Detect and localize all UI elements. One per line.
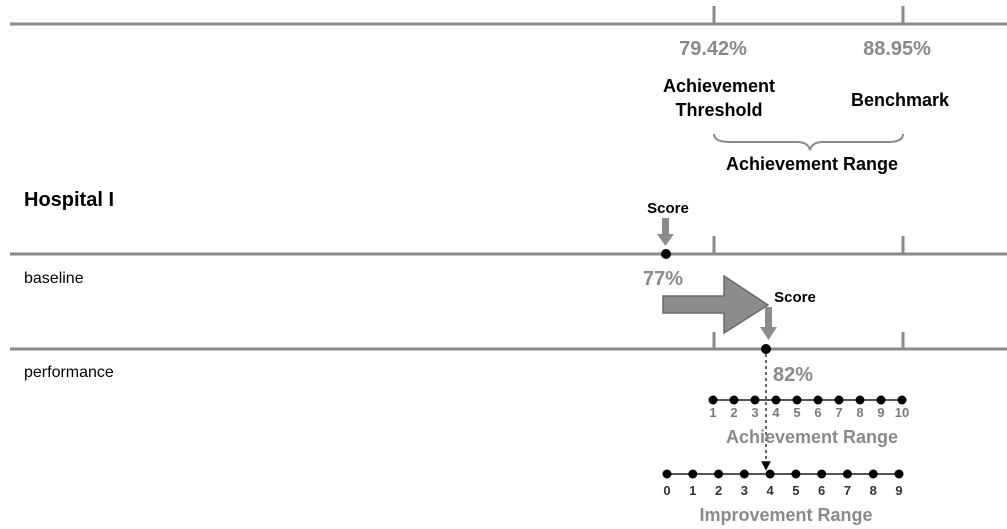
achievement-tick-label-8: 8: [856, 405, 863, 420]
improvement-dot-8: [868, 469, 878, 479]
improvement-dot-9: [894, 469, 904, 479]
improvement-tick-label-1: 1: [689, 483, 696, 498]
achievement-dot-8: [855, 395, 865, 405]
achievement-tick-label-1: 1: [709, 405, 716, 420]
improvement-tick-label-9: 9: [895, 483, 902, 498]
baseline-percent: 77%: [643, 268, 683, 290]
improvement-dot-5: [791, 469, 801, 479]
achievement-tick-label-4: 4: [772, 405, 780, 420]
performance-row-label: performance: [24, 364, 114, 381]
achievement-dot-4: [771, 395, 781, 405]
achievement-dot-6: [813, 395, 823, 405]
improvement-scale-title: Improvement Range: [699, 505, 872, 525]
improvement-tick-label-3: 3: [741, 483, 748, 498]
performance-score-label: Score: [774, 289, 816, 306]
improvement-dot-7: [842, 469, 852, 479]
improvement-tick-label-6: 6: [818, 483, 825, 498]
improvement-dot-6: [817, 469, 827, 479]
performance-score-dot: [761, 344, 771, 354]
improvement-tick-label-0: 0: [663, 483, 670, 498]
improvement-dot-2: [714, 469, 724, 479]
improvement-arrow: [662, 274, 770, 335]
threshold-percent: 79.42%: [679, 38, 747, 60]
benchmark-label: Benchmark: [851, 90, 950, 110]
baseline-score-dot: [661, 249, 671, 259]
achievement-scale-title: Achievement Range: [726, 427, 898, 447]
improvement-dot-1: [688, 469, 698, 479]
achievement-tick-label-7: 7: [835, 405, 842, 420]
improvement-tick-label-7: 7: [844, 483, 851, 498]
improvement-scale: 0 1 2 3 4 5 6 7 8 9: [662, 469, 904, 498]
achievement-dot-1: [708, 395, 718, 405]
threshold-label-line1: Achievement: [663, 76, 775, 96]
achievement-dot-3: [750, 395, 760, 405]
improvement-tick-label-5: 5: [792, 483, 799, 498]
achievement-tick-label-6: 6: [814, 405, 821, 420]
improvement-dot-3: [739, 469, 749, 479]
hospital-name: Hospital I: [24, 189, 114, 211]
achievement-dot-10: [897, 395, 907, 405]
performance-axis: [10, 332, 1007, 354]
baseline-score-arrow: [657, 218, 674, 246]
improvement-dot-0: [662, 469, 672, 479]
achievement-tick-label-10: 10: [895, 405, 909, 420]
improvement-tick-label-2: 2: [715, 483, 722, 498]
achievement-tick-label-5: 5: [793, 405, 800, 420]
achievement-tick-label-3: 3: [751, 405, 758, 420]
baseline-axis: [10, 236, 1007, 259]
achievement-dot-5: [792, 395, 802, 405]
threshold-label-line2: Threshold: [675, 100, 762, 120]
improvement-tick-label-4: 4: [766, 483, 774, 498]
achievement-dot-7: [834, 395, 844, 405]
baseline-row-label: baseline: [24, 270, 84, 287]
achievement-tick-label-9: 9: [877, 405, 884, 420]
achievement-dot-2: [729, 395, 739, 405]
performance-percent: 82%: [773, 364, 813, 386]
achievement-range-brace: [713, 133, 904, 151]
achievement-tick-label-2: 2: [730, 405, 737, 420]
top-axis: [10, 6, 1007, 26]
improvement-tick-label-8: 8: [870, 483, 877, 498]
baseline-score-label: Score: [647, 200, 689, 217]
benchmark-percent: 88.95%: [863, 38, 931, 60]
achievement-scale: 1 2 3 4 5 6 7 8 9 10: [708, 395, 909, 420]
improvement-dot-4: [765, 469, 775, 479]
achievement-dot-9: [876, 395, 886, 405]
performance-score-arrow: [760, 307, 777, 340]
achievement-range-label: Achievement Range: [726, 154, 898, 174]
